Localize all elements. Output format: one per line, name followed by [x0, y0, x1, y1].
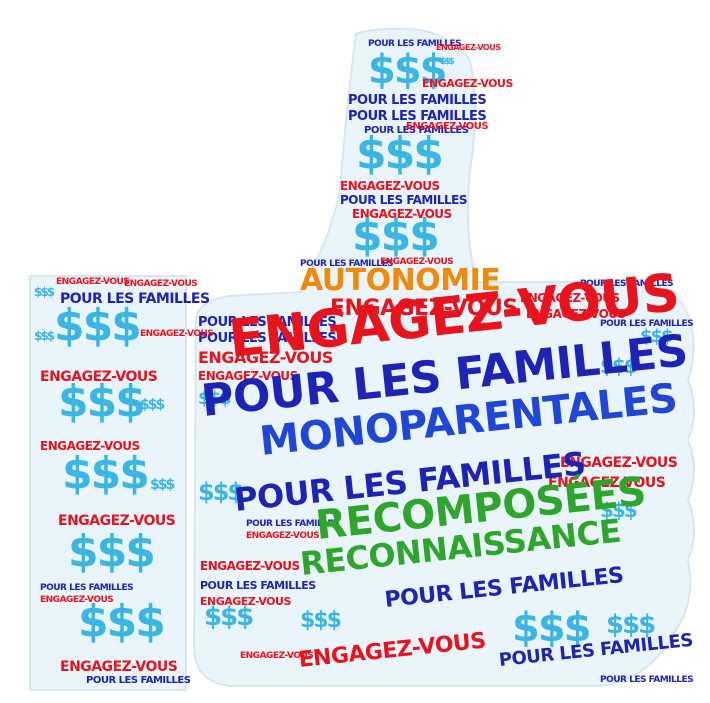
word-pour-les-familles: POUR LES FAMILLES: [364, 125, 469, 136]
word-engagez-vous: ENGAGEZ-VOUS: [548, 475, 666, 491]
dollar-signs: $$$: [68, 526, 156, 577]
dollar-signs: $$$: [54, 300, 142, 351]
word-engagez-vous: ENGAGEZ-VOUS: [56, 277, 130, 287]
dollar-signs: $$$: [140, 397, 165, 413]
word-pour-les-familles: POUR LES FAMILLES: [340, 193, 467, 207]
dollar-signs: $$$: [600, 498, 638, 522]
word-pour-les-familles: POUR LES FAMILLES: [600, 675, 694, 685]
word-pour-les-familles: POUR LES FAMILLES: [348, 93, 487, 108]
word-engagez-vous: ENGAGEZ-VOUS: [520, 291, 620, 305]
dollar-signs: $$$: [78, 596, 166, 647]
dollar-signs: $$$: [606, 610, 656, 640]
word-engagez-vous: ENGAGEZ-VOUS: [246, 531, 320, 541]
word-engagez-vous: ENGAGEZ-VOUS: [200, 559, 300, 573]
word-engagez-vous: ENGAGEZ-VOUS: [40, 439, 140, 453]
dollar-signs: $$$: [62, 448, 150, 499]
word-engagez-vous: ENGAGEZ-VOUS: [526, 307, 626, 321]
word-pour-les-familles: POUR LES FAMILLES: [40, 583, 134, 593]
word-pour-les-familles: POUR LES FAMILLES: [580, 279, 674, 289]
dollar-signs: $$$: [204, 602, 254, 632]
dollar-signs: $$$: [368, 47, 447, 93]
word-engagez-vous: ENGAGEZ-VOUS: [58, 513, 176, 529]
word-pour-les-familles: POUR LES FAMILLES: [246, 519, 340, 529]
word-engagez-vous: ENGAGEZ-VOUS: [198, 369, 298, 383]
word-engagez-vous: ENGAGEZ-VOUS: [40, 595, 114, 605]
word-pour-les-familles: POUR LES FAMILLES: [348, 109, 487, 124]
word-engagez-vous: ENGAGEZ-VOUS: [140, 329, 214, 339]
word-pour-les-familles: POUR LES FAMILLES: [600, 319, 694, 329]
dollar-signs: $$$: [640, 326, 674, 347]
word-pour-les-familles: POUR LES FAMILLES: [368, 39, 462, 49]
dollar-signs: $$$: [356, 128, 444, 179]
dollar-signs: $$$: [198, 478, 244, 506]
dollar-signs: $$$: [198, 388, 232, 409]
word-engagez-vous: ENGAGEZ-VOUS: [200, 595, 291, 608]
word-engagez-vous: ENGAGEZ-VOUS: [124, 279, 198, 289]
dollar-signs: $$$: [352, 210, 440, 261]
dollar-signs: $$$: [34, 329, 55, 343]
word-engagez-vous: ENGAGEZ-VOUS: [436, 43, 501, 52]
dollar-signs: $$$: [150, 477, 175, 493]
word-pour-les-familles: POUR LES FAMILLES: [86, 675, 191, 686]
word-pour-les-familles: POUR LES FAMILLES: [198, 315, 337, 330]
dollar-signs: $$$: [34, 285, 55, 299]
word-engagez-vous: ENGAGEZ-VOUS: [198, 348, 333, 367]
dollar-signs: $$$: [300, 608, 342, 633]
word-engagez-vous: ENGAGEZ-VOUS: [406, 121, 489, 132]
dollar-signs: $$$: [512, 605, 591, 651]
word-pour-les-familles: POUR LES FAMILLES: [198, 331, 337, 346]
dollar-signs: $$$: [440, 57, 455, 67]
dollar-signs: $$$: [600, 354, 638, 378]
word-autonomie: AUTONOMIE: [300, 263, 501, 298]
word-pour-les-familles: POUR LES FAMILLES: [300, 259, 394, 269]
word-engagez-vous: ENGAGEZ-VOUS: [380, 257, 454, 267]
dollar-signs: $$$: [58, 376, 146, 427]
word-engagez-vous: ENGAGEZ-VOUS: [40, 369, 158, 385]
word-engagez-vous: ENGAGEZ-VOUS: [352, 207, 452, 221]
word-engagez-vous: ENGAGEZ-VOUS: [560, 455, 678, 471]
word-engagez-vous: ENGAGEZ-VOUS: [240, 651, 314, 661]
word-engagez-vous: ENGAGEZ-VOUS: [330, 296, 518, 321]
word-engagez-vous: ENGAGEZ-VOUS: [60, 659, 178, 675]
word-engagez-vous: ENGAGEZ-VOUS: [340, 179, 440, 193]
word-pour-les-familles: POUR LES FAMILLES: [60, 291, 210, 307]
word-pour-les-familles: POUR LES FAMILLES: [200, 579, 316, 592]
word-engagez-vous: ENGAGEZ-VOUS: [422, 77, 513, 90]
